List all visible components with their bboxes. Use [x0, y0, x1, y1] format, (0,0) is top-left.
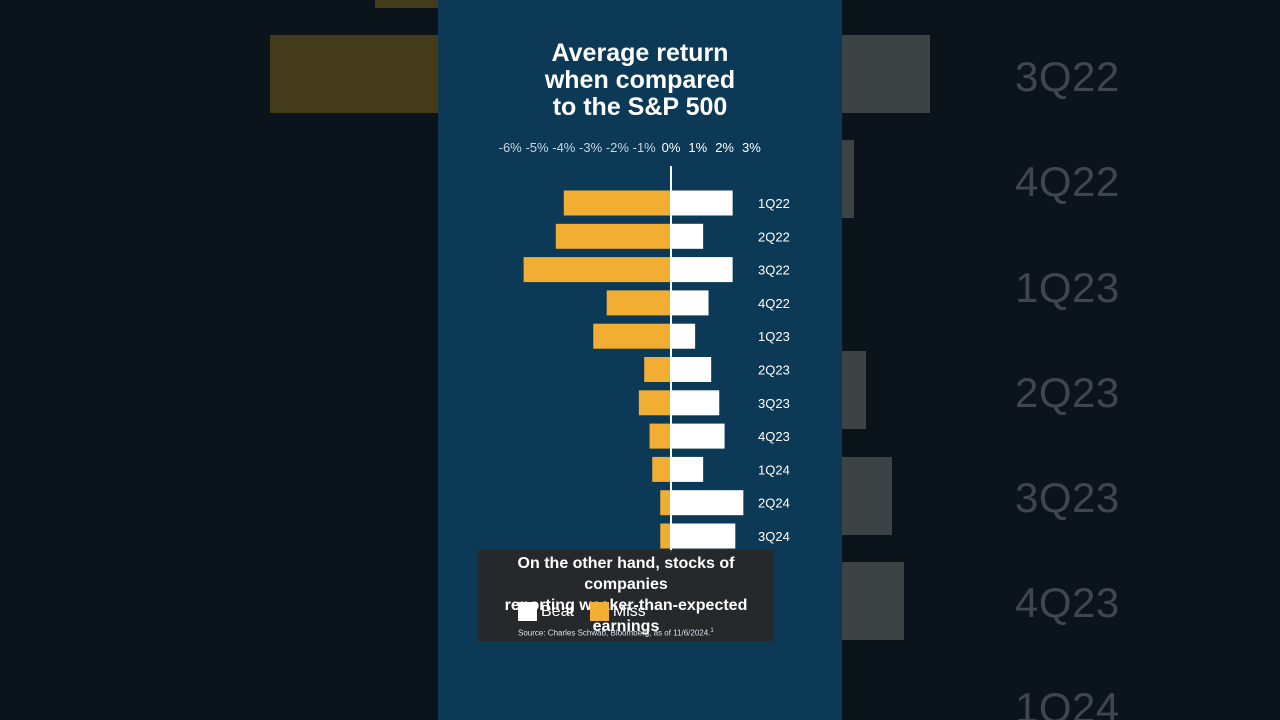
category-label: 3Q22 — [758, 263, 790, 278]
bg-bar — [842, 140, 854, 218]
category-label: 2Q22 — [758, 229, 790, 244]
bg-bar — [375, 0, 438, 8]
bar-miss-1q23 — [593, 323, 671, 349]
bar-beat-4q23 — [671, 423, 725, 449]
category-label: 2Q24 — [758, 496, 790, 511]
chart-panel: Average return when compared to the S&P … — [438, 0, 842, 720]
category-label: 1Q23 — [758, 329, 790, 344]
bar-miss-3q23 — [638, 390, 671, 416]
bar-miss-3q22 — [523, 257, 671, 283]
bar-miss-2q23 — [644, 357, 671, 382]
legend-label-miss: Miss — [612, 602, 646, 620]
x-tick-label: -4% — [552, 140, 576, 155]
bar-miss-2q22 — [555, 223, 671, 249]
bg-category-label: 1Q23 — [1015, 264, 1120, 311]
category-label: 1Q24 — [758, 462, 790, 477]
bar-beat-2q23 — [671, 357, 712, 382]
bar-beat-2q22 — [671, 223, 704, 249]
bar-beat-3q22 — [671, 257, 733, 283]
bg-bar — [842, 562, 904, 640]
x-tick-label: -1% — [633, 140, 657, 155]
bar-miss-4q22 — [606, 290, 671, 316]
category-label: 4Q23 — [758, 429, 790, 444]
bar-miss-1q24 — [652, 456, 671, 482]
bg-category-label: 4Q22 — [1015, 158, 1120, 205]
x-tick-label: 2% — [715, 140, 734, 155]
chart-legend: Beat Miss — [518, 602, 656, 621]
subtitle-caption: On the other hand, stocks of companies r… — [478, 550, 774, 641]
bar-beat-1q22 — [671, 190, 733, 216]
legend-item-beat: Beat — [518, 602, 574, 621]
bar-beat-1q24 — [671, 456, 704, 482]
bar-chart: -6% -5% -4% -3% -2% -1% 0% 1% 2% 3% 1Q22 2Q22 3Q22 4Q… — [499, 140, 790, 552]
category-label: 2Q23 — [758, 363, 790, 378]
x-tick-label: 0% — [662, 140, 681, 155]
bg-bar — [842, 457, 892, 535]
bar-miss-2q24 — [660, 490, 671, 516]
legend-item-miss: Miss — [589, 602, 646, 621]
bg-bar — [270, 35, 438, 113]
bg-category-label: 3Q22 — [1015, 53, 1120, 100]
legend-swatch-beat — [518, 602, 537, 621]
category-label: 3Q24 — [758, 529, 790, 544]
x-tick-label: 3% — [742, 140, 761, 155]
chart-title: Average return when compared to the S&P … — [544, 39, 736, 121]
bg-bar — [842, 35, 930, 113]
bar-beat-2q24 — [671, 490, 744, 516]
legend-label-beat: Beat — [541, 602, 574, 620]
bg-category-label: 1Q24 — [1015, 684, 1120, 720]
bar-beat-1q23 — [671, 323, 696, 349]
bar-beat-4q22 — [671, 290, 709, 316]
bar-beat-3q23 — [671, 390, 720, 416]
bar-miss-4q23 — [649, 423, 671, 449]
x-tick-label: -5% — [525, 140, 549, 155]
x-tick-label: 1% — [688, 140, 707, 155]
source-note: Source: Charles Schwab, Bloomberg, as of… — [518, 628, 714, 638]
category-label: 3Q23 — [758, 396, 790, 411]
bar-beat-3q24 — [671, 523, 736, 549]
bg-category-label: 3Q23 — [1015, 474, 1120, 521]
bg-category-label: 4Q23 — [1015, 579, 1120, 626]
legend-swatch-miss — [589, 602, 609, 621]
bar-miss-1q22 — [563, 190, 671, 216]
category-label: 4Q22 — [758, 296, 790, 311]
bar-miss-3q24 — [660, 523, 671, 549]
x-tick-label: -3% — [579, 140, 603, 155]
bg-category-label: 2Q23 — [1015, 369, 1120, 416]
category-label: 1Q22 — [758, 196, 790, 211]
bg-bar — [842, 351, 866, 429]
source-text: Source: Charles Schwab, Bloomberg, as of… — [518, 628, 711, 638]
footnote-mark: 1 — [710, 628, 714, 634]
x-tick-label: -6% — [499, 140, 523, 155]
x-tick-label: -2% — [606, 140, 630, 155]
